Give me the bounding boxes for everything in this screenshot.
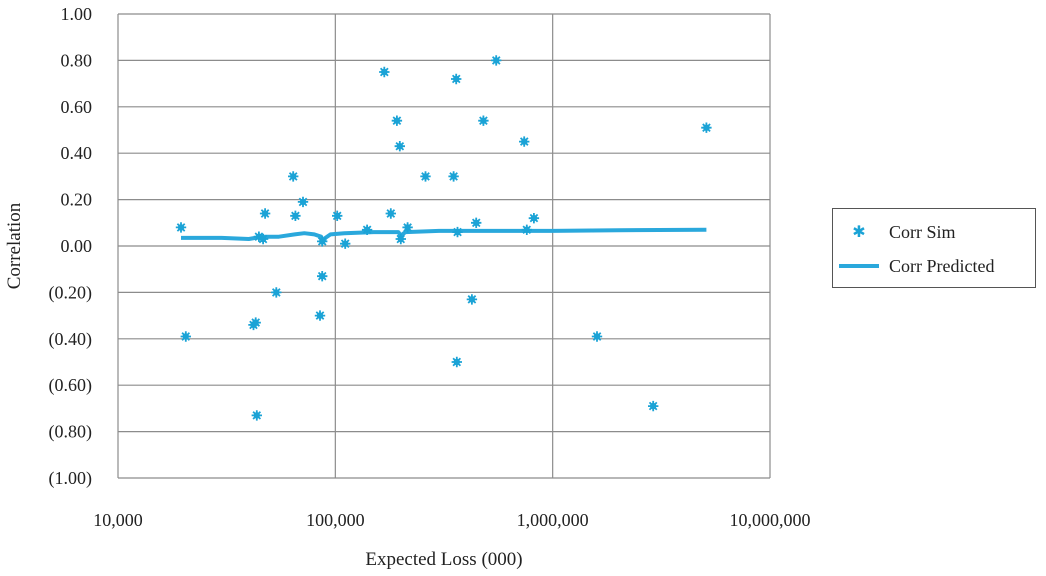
corr-sim-point — [648, 400, 659, 412]
corr-sim-point — [391, 115, 403, 126]
corr-sim-point — [250, 317, 261, 328]
corr-sim-point — [332, 210, 343, 221]
corr-sim-point — [451, 356, 462, 368]
y-tick-label: (0.20) — [49, 282, 93, 303]
y-tick-label: 0.80 — [61, 50, 93, 70]
corr-sim-point — [466, 294, 478, 305]
corr-sim-point — [448, 171, 459, 182]
corr-sim-point — [259, 208, 271, 219]
y-tick-label: (0.60) — [49, 375, 93, 396]
series-corr-predicted — [181, 227, 707, 244]
x-tick-label: 100,000 — [306, 510, 365, 530]
corr-sim-point — [471, 217, 482, 228]
corr-sim-point — [402, 222, 413, 233]
series-corr-sim — [175, 55, 712, 421]
corr-sim-point — [257, 233, 269, 245]
x-tick-label: 10,000 — [93, 510, 143, 530]
x-tick-label: 10,000,000 — [730, 510, 811, 530]
corr-sim-point — [317, 271, 328, 282]
corr-sim-point — [521, 224, 532, 235]
legend-item-corr-sim: ✱ Corr Sim — [833, 217, 956, 247]
corr-sim-point — [452, 226, 463, 238]
legend-item-corr-predicted: Corr Predicted — [833, 251, 994, 281]
grid-lines — [117, 13, 771, 479]
corr-sim-point — [395, 233, 406, 245]
corr-sim-point — [271, 287, 282, 298]
corr-sim-point — [379, 66, 390, 78]
y-tick-label: (1.00) — [49, 468, 93, 489]
x-axis-ticks: 10,000 100,000 1,000,000 10,000,000 — [93, 510, 810, 530]
corr-sim-point — [385, 208, 396, 219]
y-tick-label: 0.00 — [61, 236, 93, 256]
corr-sim-point — [314, 310, 326, 321]
y-tick-label: 1.00 — [61, 4, 93, 24]
x-axis-label: Expected Loss (000) — [365, 549, 522, 570]
y-tick-label: (0.80) — [49, 422, 93, 443]
y-axis-label: Correlation — [4, 202, 25, 289]
x-tick-label: 1,000,000 — [517, 510, 589, 530]
legend: ✱ Corr Sim Corr Predicted — [832, 208, 1036, 288]
corr-sim-point — [290, 210, 301, 221]
corr-sim-point — [394, 141, 405, 152]
corr-sim-point — [317, 236, 328, 247]
corr-sim-point — [175, 222, 187, 233]
y-tick-label: 0.60 — [61, 97, 93, 117]
corr-sim-point — [451, 73, 462, 85]
legend-label-corr-predicted: Corr Predicted — [889, 255, 995, 276]
corr-sim-point — [528, 213, 540, 224]
corr-sim-point — [478, 115, 489, 126]
corr-sim-point — [340, 238, 351, 249]
corr-sim-point — [297, 196, 309, 208]
line-marker-icon — [839, 264, 879, 268]
legend-label-corr-sim: Corr Sim — [889, 221, 956, 242]
y-tick-label: 0.20 — [61, 190, 93, 210]
corr-sim-point — [251, 410, 262, 421]
corr-predicted-line — [181, 227, 707, 244]
y-axis-ticks: 1.00 0.80 0.60 0.40 0.20 0.00 (0.20) (0.40) (0.6… — [49, 4, 93, 489]
corr-sim-point — [491, 55, 502, 66]
corr-sim-point — [180, 331, 191, 342]
corr-sim-point — [288, 171, 299, 182]
corr-sim-point — [519, 136, 530, 147]
star-marker-icon: ✱ — [852, 224, 866, 241]
corr-sim-point — [420, 171, 431, 182]
corr-sim-point — [361, 224, 373, 235]
y-tick-label: (0.40) — [49, 329, 93, 350]
y-tick-label: 0.40 — [61, 143, 93, 163]
corr-sim-point — [591, 331, 603, 342]
corr-sim-point — [701, 122, 712, 133]
